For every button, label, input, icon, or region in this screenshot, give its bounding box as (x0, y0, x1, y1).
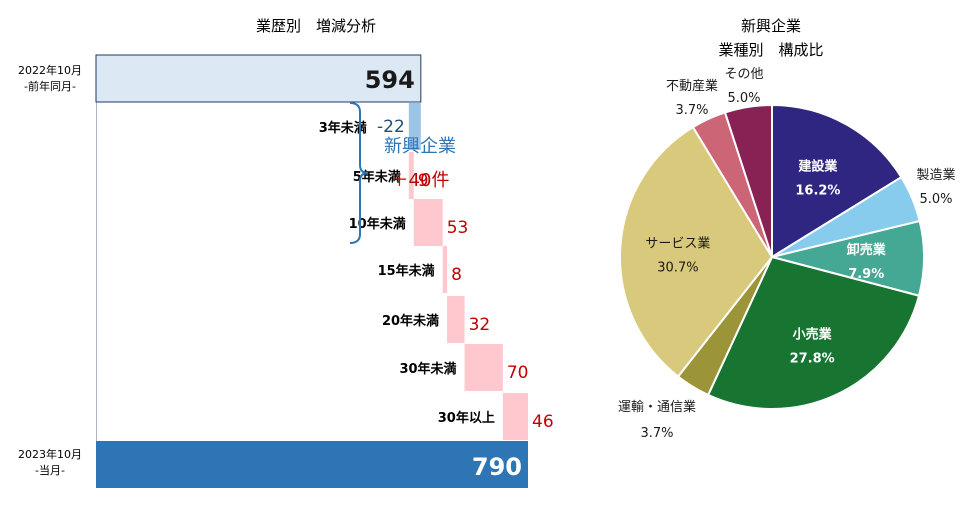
pie-label-name-0: 建設業 (798, 159, 838, 175)
pie-label-value-3: 27.8% (790, 351, 835, 366)
step-value-label-item-0: -22 (377, 117, 405, 137)
step-bar-item-6 (502, 393, 528, 440)
start-label-line1: 2022年10月 (18, 63, 82, 77)
step-bar-item-1 (408, 152, 414, 199)
pie-title-line1: 新興企業 (741, 17, 801, 35)
pie-chart: 新興企業 業種別 構成比 建設業 16.2% 製造業 5.0% 卸売業 7.9% 小売業 27… (618, 17, 956, 441)
pie-label-value-4: 3.7% (640, 426, 673, 441)
start-value-label: 594 (365, 66, 415, 94)
waterfall-chart: 業歴別 増減分析 2022年10月 -前年同月- 2023年10月 -当月- 5… (18, 17, 554, 488)
step-bar-item-3 (442, 246, 448, 293)
end-value-label: 790 (472, 453, 522, 481)
step-bar-item-5 (464, 344, 503, 391)
annotation-value: ＋40件 (391, 170, 450, 191)
pie-slice-0 (771, 103, 903, 259)
waterfall-title: 業歴別 増減分析 (256, 17, 376, 35)
step-value-label-item-5: 70 (507, 363, 529, 383)
start-bar (95, 54, 422, 103)
step-bar-item-2 (413, 199, 443, 246)
pie-slice-7 (723, 103, 773, 258)
step-value-label-item-2: 53 (447, 218, 469, 238)
step-bar-item-4 (447, 296, 465, 343)
end-label-line1: 2023年10月 (18, 447, 82, 461)
pie-label-name-3: 小売業 (793, 326, 833, 342)
category-label-item-4: 20年未満 (382, 313, 439, 329)
pie-label-name-5: サービス業 (645, 235, 710, 251)
step-bar-item-0 (408, 103, 421, 150)
pie-marks: 建設業 16.2% 製造業 5.0% 卸売業 7.9% 小売業 27.8% 運輸・通信業 3.7%… (618, 67, 956, 441)
end-bar (96, 441, 528, 488)
pie-slice-3 (706, 255, 921, 410)
pie-label-value-7: 5.0% (727, 91, 760, 106)
category-label-item-0: 3年未満 (319, 120, 367, 136)
step-value-label-item-3: 8 (451, 265, 462, 285)
start-label-line2: -前年同月- (24, 79, 76, 93)
annotation-title: 新興企業 (384, 136, 456, 157)
step-value-label-item-6: 46 (532, 412, 554, 432)
pie-label-value-5: 30.7% (657, 260, 698, 275)
pie-label-value-6: 3.7% (675, 103, 708, 118)
pie-label-name-6: 不動産業 (666, 78, 718, 94)
pie-label-value-1: 5.0% (919, 192, 952, 207)
category-label-item-6: 30年以上 (438, 410, 495, 426)
pie-label-name-7: その他 (724, 67, 763, 82)
pie-label-name-4: 運輸・通信業 (618, 399, 696, 415)
end-label-line2: -当月- (35, 463, 65, 477)
pie-label-value-2: 7.9% (848, 267, 884, 282)
step-value-label-item-1: 9 (418, 171, 429, 191)
pie-label-name-1: 製造業 (916, 167, 955, 183)
pie-label-value-0: 16.2% (795, 184, 840, 199)
pie-slice-5 (619, 125, 774, 378)
pie-title-line2: 業種別 構成比 (718, 41, 823, 59)
category-label-item-3: 15年未満 (378, 263, 435, 279)
category-label-item-5: 30年未満 (399, 361, 456, 377)
annotation-bracket (349, 102, 369, 244)
pie-label-name-2: 卸売業 (847, 242, 887, 258)
new-company-annotation: 新興企業 ＋40件 (349, 102, 456, 244)
category-label-item-2: 10年未満 (349, 216, 406, 232)
step-value-label-item-4: 32 (469, 315, 491, 335)
